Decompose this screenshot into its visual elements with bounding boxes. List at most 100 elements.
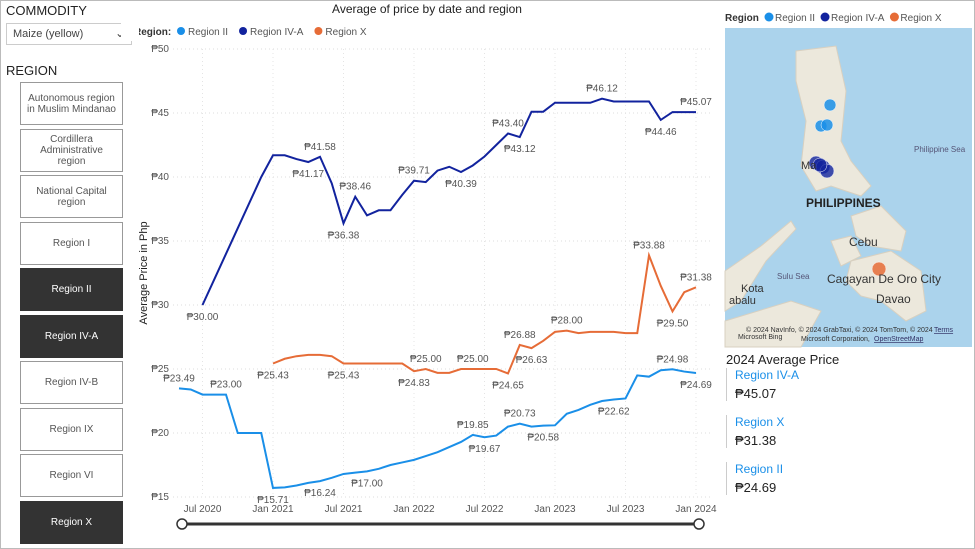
data-label: ₱28.00 <box>551 316 583 327</box>
map-legend-marker <box>764 12 774 22</box>
map-legend-label: Region II <box>775 13 815 24</box>
data-label: ₱26.63 <box>516 355 548 366</box>
data-label: ₱45.07 <box>680 97 712 108</box>
data-label: ₱26.88 <box>504 330 536 341</box>
cards-title: 2024 Average Price <box>726 352 840 367</box>
data-label: ₱19.67 <box>469 444 501 455</box>
x-tick-label: Jan 2022 <box>393 504 435 515</box>
y-tick-label: ₱20 <box>151 428 169 439</box>
data-label: ₱20.73 <box>504 409 536 420</box>
region-button[interactable]: Region IV-B <box>20 361 123 404</box>
map-bubble <box>871 261 887 277</box>
legend-title: Region: <box>134 27 171 38</box>
data-label: ₱24.83 <box>398 378 430 389</box>
map-label: Davao <box>876 292 911 306</box>
region-button[interactable]: Region IV-A <box>20 314 123 358</box>
data-label: ₱39.71 <box>398 166 430 177</box>
map-label: PHILIPPINES <box>806 196 881 210</box>
y-tick-label: ₱50 <box>151 44 169 55</box>
data-label: ₱46.12 <box>586 84 618 95</box>
data-label: ₱25.00 <box>410 354 442 365</box>
slider-handle[interactable] <box>176 518 188 530</box>
map-label: Ma <box>801 160 817 172</box>
map-label: abalu <box>729 295 756 307</box>
data-label: ₱36.38 <box>328 230 360 241</box>
map-attribution: Microsoft Corporation, <box>801 336 870 343</box>
data-label: ₱30.00 <box>187 312 219 323</box>
data-label: ₱24.69 <box>680 380 712 391</box>
map-bubble <box>823 98 837 112</box>
series-line <box>272 251 697 375</box>
y-tick-label: ₱45 <box>151 108 169 119</box>
region-button[interactable]: Region X <box>20 500 123 544</box>
map-attribution: Terms <box>934 327 954 334</box>
data-label: ₱24.65 <box>492 380 524 391</box>
map-bubble <box>820 118 834 132</box>
legend-label: Region II <box>188 27 228 38</box>
map-label: Sulu Sea <box>777 272 810 281</box>
series-line <box>201 97 696 306</box>
map-bubble <box>812 157 828 173</box>
region-button[interactable]: Region I <box>20 221 123 265</box>
data-label: ₱41.17 <box>292 169 324 180</box>
card-value: ₱31.38 <box>735 433 777 448</box>
x-tick-label: Jan 2021 <box>252 504 294 515</box>
data-label: ₱16.24 <box>304 488 336 499</box>
kpi-card: Region X ₱31.38 <box>726 415 784 448</box>
chart-title: Average of price by date and region <box>332 2 522 16</box>
x-tick-label: Jan 2024 <box>675 504 717 515</box>
map-attribution: © 2024 NavInfo, © 2024 GrabTaxi, © 2024 … <box>746 326 933 334</box>
y-tick-label: ₱35 <box>151 236 169 247</box>
legend-marker <box>314 27 323 35</box>
dropdown-value: Maize (yellow) <box>13 28 84 40</box>
legend-clip <box>121 21 139 41</box>
y-tick-label: ₱40 <box>151 172 169 183</box>
map-attribution: OpenStreetMap <box>874 336 924 343</box>
data-label: ₱20.58 <box>527 433 559 444</box>
map-land <box>724 220 797 312</box>
region-button[interactable]: Autonomous region in Muslim Mindanao <box>20 82 123 125</box>
data-label: ₱25.43 <box>328 370 360 381</box>
data-label: ₱25.43 <box>257 370 289 381</box>
data-label: ₱25.00 <box>457 354 489 365</box>
kpi-card: Region II ₱24.69 <box>726 462 783 495</box>
data-label: ₱19.85 <box>457 420 489 431</box>
y-tick-label: ₱30 <box>151 300 169 311</box>
commodity-label: COMMODITY <box>6 3 87 18</box>
region-button[interactable]: Region II <box>20 268 123 311</box>
region-button[interactable]: Region IX <box>20 407 123 451</box>
slider-handle[interactable] <box>693 518 705 530</box>
y-axis-title: Average Price in Php <box>138 221 150 324</box>
legend-marker <box>177 27 185 35</box>
data-label: ₱33.88 <box>633 240 665 251</box>
map-legend-label: Region X <box>900 13 941 24</box>
map-legend-marker <box>889 12 899 22</box>
region-label: REGION <box>6 63 58 78</box>
card-value: ₱24.69 <box>735 480 777 495</box>
series-line <box>178 368 697 489</box>
data-label: ₱29.50 <box>657 318 689 329</box>
data-label: ₱23.00 <box>210 380 242 391</box>
x-tick-label: Jul 2022 <box>466 504 504 515</box>
data-label: ₱40.39 <box>445 179 477 190</box>
map-label: Cagayan De Oro City <box>827 272 941 286</box>
x-tick-label: Jan 2023 <box>534 504 576 515</box>
x-tick-label: Jul 2020 <box>184 504 222 515</box>
data-label: ₱43.12 <box>504 144 536 155</box>
data-label: ₱15.71 <box>257 495 289 506</box>
legend-label: Region IV-A <box>250 27 304 38</box>
legend-label: Region X <box>325 27 366 38</box>
data-label: ₱41.58 <box>304 142 336 153</box>
data-label: ₱24.98 <box>657 354 689 365</box>
card-name: Region II <box>735 462 784 476</box>
data-label: ₱22.62 <box>598 406 630 417</box>
map-label: Cebu <box>849 235 878 249</box>
region-button[interactable]: Region VI <box>20 454 123 497</box>
map-label: Philippine Sea <box>914 145 966 154</box>
map-land <box>845 250 927 322</box>
map-legend-title: Region <box>725 13 759 24</box>
region-button[interactable]: Cordillera Administrative region <box>20 128 123 172</box>
region-button[interactable]: National Capital region <box>20 175 123 218</box>
